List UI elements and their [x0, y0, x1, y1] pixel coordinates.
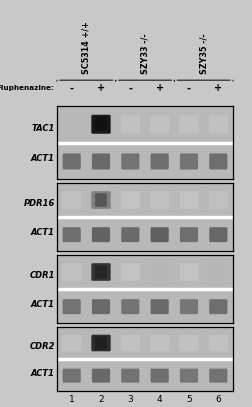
FancyBboxPatch shape — [179, 153, 197, 169]
FancyBboxPatch shape — [91, 335, 110, 351]
Text: -: - — [186, 83, 190, 93]
Text: 5: 5 — [185, 394, 191, 403]
Text: 3: 3 — [127, 394, 133, 403]
FancyBboxPatch shape — [120, 115, 139, 134]
FancyBboxPatch shape — [121, 153, 139, 169]
Text: +: + — [213, 83, 222, 93]
Text: +: + — [97, 83, 105, 93]
FancyBboxPatch shape — [149, 115, 169, 134]
Text: ACT1: ACT1 — [31, 300, 55, 309]
FancyBboxPatch shape — [121, 369, 139, 383]
Text: ACT1: ACT1 — [31, 154, 55, 163]
Text: ACT1: ACT1 — [31, 369, 55, 378]
FancyBboxPatch shape — [208, 115, 227, 134]
Text: +: + — [155, 83, 163, 93]
FancyBboxPatch shape — [208, 263, 227, 281]
FancyBboxPatch shape — [62, 299, 80, 314]
Text: -: - — [69, 83, 73, 93]
FancyBboxPatch shape — [91, 115, 110, 134]
FancyBboxPatch shape — [179, 299, 197, 314]
Text: ACT1: ACT1 — [31, 228, 55, 237]
FancyBboxPatch shape — [121, 299, 139, 314]
FancyBboxPatch shape — [120, 191, 139, 209]
FancyBboxPatch shape — [150, 299, 168, 314]
FancyBboxPatch shape — [91, 369, 110, 383]
Text: 1: 1 — [69, 394, 74, 403]
Text: CDR2: CDR2 — [29, 342, 55, 351]
FancyBboxPatch shape — [208, 227, 227, 242]
Text: 4: 4 — [156, 394, 162, 403]
FancyBboxPatch shape — [150, 227, 168, 242]
FancyBboxPatch shape — [95, 265, 106, 279]
FancyBboxPatch shape — [62, 227, 80, 242]
FancyBboxPatch shape — [91, 263, 110, 281]
FancyBboxPatch shape — [208, 191, 227, 209]
FancyBboxPatch shape — [208, 369, 227, 383]
Text: 6: 6 — [215, 394, 220, 403]
FancyBboxPatch shape — [150, 153, 168, 169]
FancyBboxPatch shape — [95, 337, 106, 349]
Text: -: - — [128, 83, 132, 93]
Text: SZY35 -/-: SZY35 -/- — [198, 33, 207, 74]
FancyBboxPatch shape — [150, 369, 168, 383]
FancyBboxPatch shape — [179, 335, 198, 351]
FancyBboxPatch shape — [208, 299, 227, 314]
FancyBboxPatch shape — [179, 115, 198, 134]
FancyBboxPatch shape — [149, 191, 169, 209]
Text: 2: 2 — [98, 394, 103, 403]
FancyBboxPatch shape — [91, 191, 110, 209]
FancyBboxPatch shape — [62, 191, 81, 209]
Text: PDR16: PDR16 — [23, 199, 55, 208]
FancyBboxPatch shape — [179, 191, 198, 209]
Text: SC5314 +/+: SC5314 +/+ — [81, 21, 90, 74]
FancyBboxPatch shape — [179, 227, 197, 242]
FancyBboxPatch shape — [95, 117, 106, 131]
FancyBboxPatch shape — [91, 153, 110, 169]
FancyBboxPatch shape — [95, 193, 106, 207]
FancyBboxPatch shape — [208, 335, 227, 351]
FancyBboxPatch shape — [62, 369, 80, 383]
Text: TAC1: TAC1 — [32, 124, 55, 133]
FancyBboxPatch shape — [62, 263, 81, 281]
Text: CDR1: CDR1 — [29, 271, 55, 280]
FancyBboxPatch shape — [120, 335, 139, 351]
FancyBboxPatch shape — [91, 299, 110, 314]
FancyBboxPatch shape — [62, 335, 81, 351]
FancyBboxPatch shape — [149, 335, 169, 351]
FancyBboxPatch shape — [121, 227, 139, 242]
FancyBboxPatch shape — [62, 153, 80, 169]
FancyBboxPatch shape — [91, 227, 110, 242]
FancyBboxPatch shape — [179, 263, 198, 281]
FancyBboxPatch shape — [62, 115, 81, 134]
FancyBboxPatch shape — [149, 263, 169, 281]
FancyBboxPatch shape — [179, 369, 197, 383]
FancyBboxPatch shape — [208, 153, 227, 169]
FancyBboxPatch shape — [120, 263, 139, 281]
Text: Fluphenazine:: Fluphenazine: — [0, 85, 54, 91]
Text: SZY33 -/-: SZY33 -/- — [140, 33, 149, 74]
